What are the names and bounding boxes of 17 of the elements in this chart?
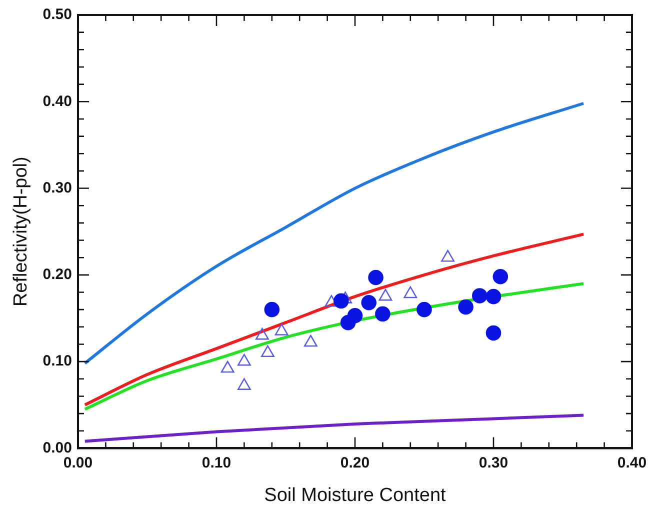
y-tick-label: 0.40 [42,92,72,110]
line-series [83,282,586,411]
x-axis-title: Soil Moisture Content [264,484,447,506]
line-series [83,102,586,365]
y-tick-label: 0.30 [42,179,72,196]
y-tick-label: 0.20 [42,266,72,284]
x-tick-label: 0.40 [617,454,647,472]
x-tick-label: 0.20 [340,454,370,472]
y-tick-label: 0.00 [42,439,72,456]
y-tick-label: 0.50 [42,6,72,24]
x-tick-label: 0.00 [63,454,93,472]
line-series [83,414,586,443]
x-tick-label: 0.10 [202,454,232,472]
x-tick-label: 0.30 [478,454,508,472]
y-tick-label: 0.10 [42,352,72,370]
line-series [83,232,586,406]
y-axis-title: Reflectivity(H-pol) [10,156,32,307]
